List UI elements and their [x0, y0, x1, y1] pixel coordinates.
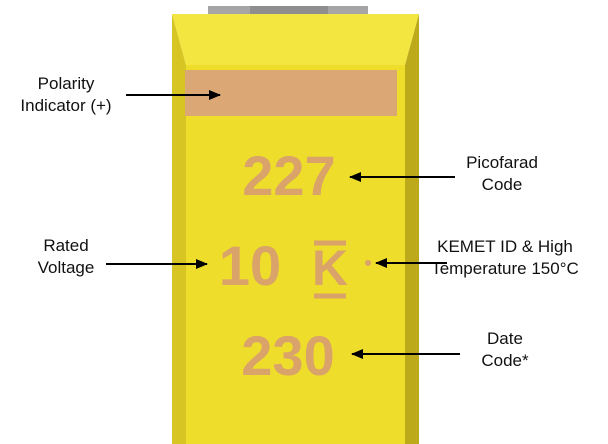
kemet-label-line1: KEMET ID & High [437, 237, 573, 256]
picofarad-label-line1: Picofarad [466, 153, 538, 172]
voltage-label-line2: Voltage [38, 258, 95, 277]
body-top-face [172, 14, 419, 65]
body-left-face [172, 14, 186, 444]
body-front-face [186, 65, 405, 444]
high-temp-dot-marking [365, 260, 371, 266]
picofarad-label-line2: Code [482, 175, 523, 194]
voltage-code-marking: 10 [219, 234, 281, 297]
capacitance-code-marking: 227 [242, 144, 335, 207]
polarity-band [185, 70, 397, 116]
polarity-label-line2: Indicator (+) [20, 96, 111, 115]
polarity-label-line1: Polarity [38, 74, 95, 93]
date-label-line2: Code* [481, 351, 529, 370]
id-letter-marking: K [312, 240, 348, 296]
date-code-marking: 230 [241, 324, 334, 387]
body-right-face [405, 14, 419, 444]
voltage-label-line1: Rated [43, 236, 88, 255]
capacitor-body [172, 14, 419, 444]
kemet-label-line2: Temperature 150°C [431, 259, 579, 278]
date-label-line1: Date [487, 329, 523, 348]
